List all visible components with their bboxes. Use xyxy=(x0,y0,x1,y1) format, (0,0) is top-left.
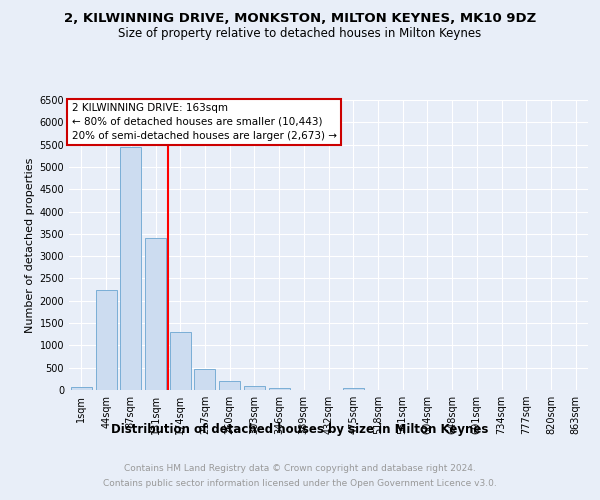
Bar xyxy=(194,369,215,390)
Text: Contains public sector information licensed under the Open Government Licence v3: Contains public sector information licen… xyxy=(103,479,497,488)
Text: 2, KILWINNING DRIVE, MONKSTON, MILTON KEYNES, MK10 9DZ: 2, KILWINNING DRIVE, MONKSTON, MILTON KE… xyxy=(64,12,536,26)
Bar xyxy=(71,386,92,390)
Bar xyxy=(343,388,364,390)
Bar xyxy=(170,332,191,390)
Text: Size of property relative to detached houses in Milton Keynes: Size of property relative to detached ho… xyxy=(118,28,482,40)
Text: 2 KILWINNING DRIVE: 163sqm
← 80% of detached houses are smaller (10,443)
20% of : 2 KILWINNING DRIVE: 163sqm ← 80% of deta… xyxy=(71,103,337,141)
Bar xyxy=(120,147,141,390)
Bar xyxy=(244,386,265,390)
Text: Distribution of detached houses by size in Milton Keynes: Distribution of detached houses by size … xyxy=(112,422,488,436)
Bar xyxy=(145,238,166,390)
Bar xyxy=(219,381,240,390)
Bar xyxy=(269,388,290,390)
Y-axis label: Number of detached properties: Number of detached properties xyxy=(25,158,35,332)
Bar xyxy=(95,290,116,390)
Text: Contains HM Land Registry data © Crown copyright and database right 2024.: Contains HM Land Registry data © Crown c… xyxy=(124,464,476,473)
